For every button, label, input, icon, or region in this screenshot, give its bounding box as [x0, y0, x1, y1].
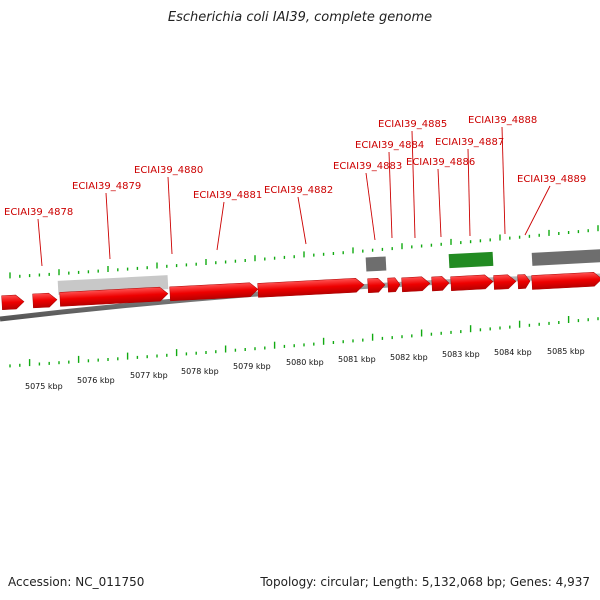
- gene-label: ECIAI39_4887: [435, 137, 504, 148]
- cds-arrow: [493, 274, 517, 290]
- cds-arrow: [517, 274, 531, 290]
- outer-tick-marks: [9, 225, 599, 279]
- kbp-label: 5085 kbp: [547, 347, 585, 356]
- gene-label: ECIAI39_4878: [4, 207, 73, 218]
- misc-feature-dark: [531, 249, 600, 266]
- leader-line: [297, 196, 307, 245]
- topology-text: Topology: circular; Length: 5,132,068 bp…: [260, 575, 590, 589]
- genome-title: Escherichia coli IAI39, complete genome: [167, 10, 433, 25]
- cds-arrow: [450, 274, 494, 291]
- gene-label: ECIAI39_4884: [355, 140, 424, 151]
- kbp-labels: 5075 kbp 5076 kbp 5077 kbp 5078 kbp 5079 kbp…: [25, 347, 585, 391]
- gene-label: ECIAI39_4879: [72, 181, 141, 192]
- leader-line: [216, 201, 225, 251]
- gene-labels: ECIAI39_4878 ECIAI39_4879 ECIAI39_4880 ECIA…: [4, 115, 586, 218]
- leader-line: [37, 218, 43, 267]
- cds-arrow: [387, 277, 401, 293]
- kbp-label: 5077 kbp: [130, 371, 168, 380]
- cds-arrow: [1, 294, 25, 311]
- leader-line: [105, 192, 111, 260]
- leader-line: [467, 148, 471, 237]
- gene-label: ECIAI39_4880: [134, 165, 203, 176]
- feature-track: [57, 249, 600, 295]
- kbp-label: 5079 kbp: [233, 362, 271, 371]
- cds-arrow: [531, 272, 600, 290]
- gene-label: ECIAI39_4888: [468, 115, 537, 126]
- kbp-label: 5080 kbp: [286, 358, 324, 367]
- cds-arrow: [401, 276, 431, 293]
- gene-label: ECIAI39_4886: [406, 157, 475, 168]
- cds-arrow: [367, 277, 386, 293]
- cds-arrow: [169, 282, 259, 302]
- misc-feature-dark: [365, 256, 387, 272]
- cds-arrow: [257, 277, 365, 298]
- leader-line: [167, 176, 173, 255]
- gene-label: ECIAI39_4882: [264, 185, 333, 196]
- feature-green: [448, 251, 494, 269]
- gene-track: [1, 272, 600, 311]
- cds-arrow: [59, 286, 169, 307]
- kbp-label: 5082 kbp: [390, 353, 428, 362]
- cds-arrow: [431, 276, 450, 292]
- kbp-label: 5075 kbp: [25, 382, 63, 391]
- inner-tick-marks: [9, 316, 599, 368]
- gene-label: ECIAI39_4881: [193, 190, 262, 201]
- leader-line: [411, 130, 416, 239]
- gene-label: ECIAI39_4883: [333, 161, 402, 172]
- leader-line: [437, 168, 442, 238]
- gene-label: ECIAI39_4889: [517, 174, 586, 185]
- label-leader-lines: [37, 126, 551, 267]
- kbp-label: 5083 kbp: [442, 350, 480, 359]
- leader-line: [501, 126, 506, 235]
- leader-line: [388, 151, 393, 239]
- kbp-label: 5084 kbp: [494, 348, 532, 357]
- gene-label: ECIAI39_4885: [378, 119, 447, 130]
- cds-arrow: [32, 292, 58, 309]
- kbp-label: 5076 kbp: [77, 376, 115, 385]
- kbp-label: 5081 kbp: [338, 355, 376, 364]
- kbp-label: 5078 kbp: [181, 367, 219, 376]
- accession-text: Accession: NC_011750: [8, 575, 145, 589]
- leader-line: [524, 185, 551, 236]
- leader-line: [365, 172, 376, 241]
